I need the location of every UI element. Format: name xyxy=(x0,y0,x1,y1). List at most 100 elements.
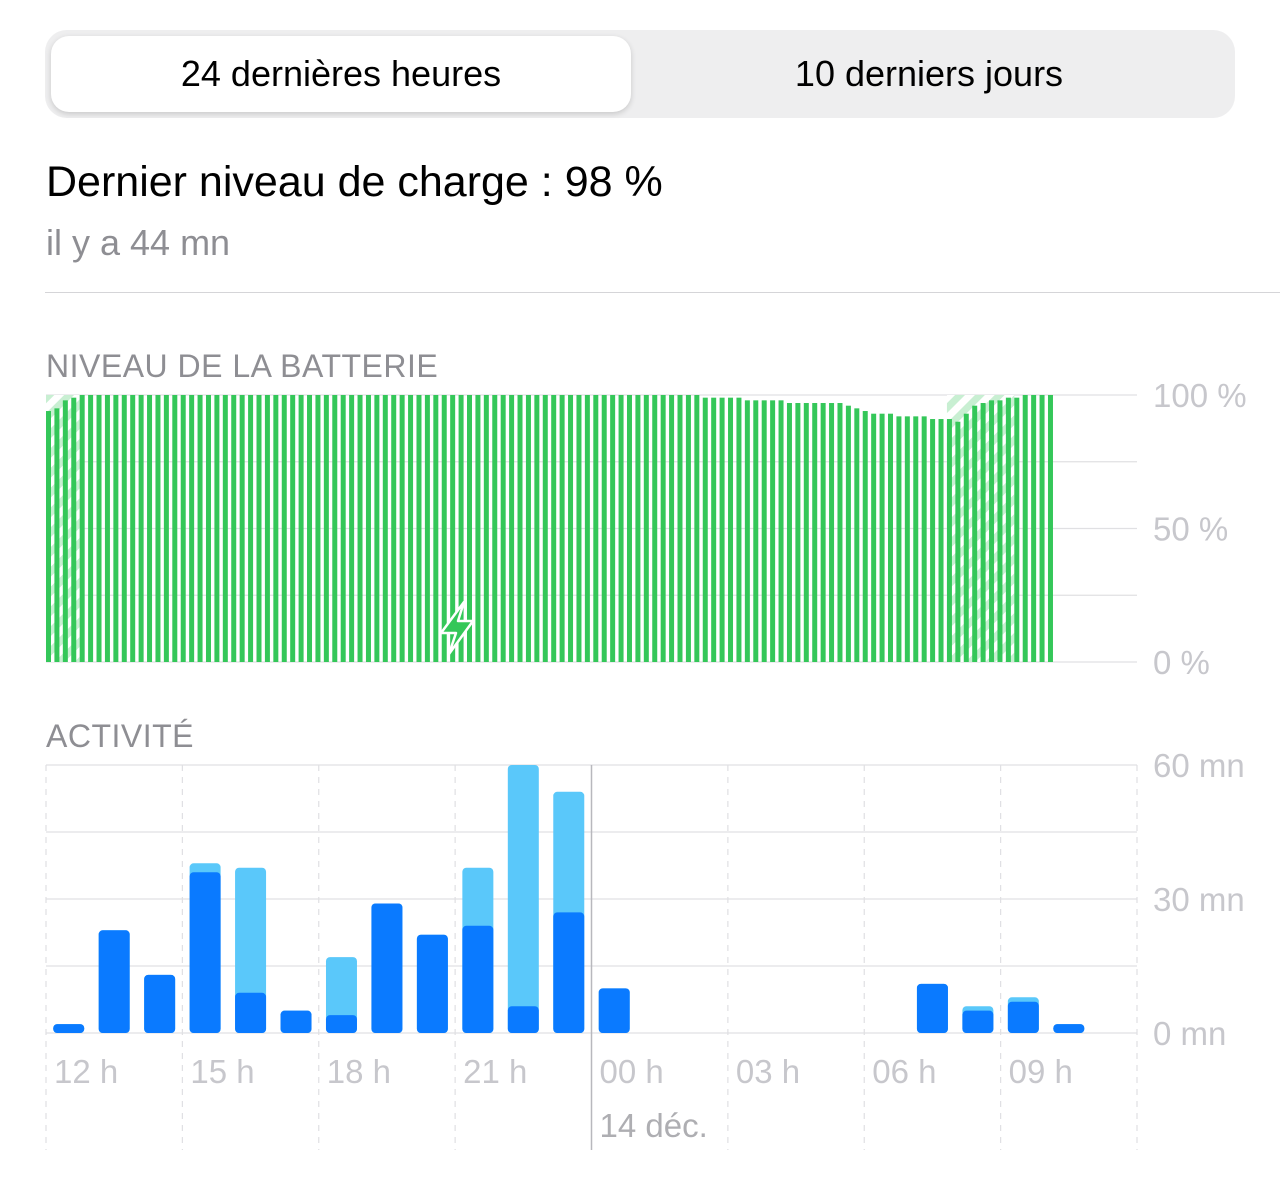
battery-bar xyxy=(921,416,927,662)
battery-bar xyxy=(778,400,784,662)
battery-bar xyxy=(812,403,818,662)
activity-x-tick-label: 09 h xyxy=(1009,1053,1073,1090)
battery-bar xyxy=(357,395,363,662)
battery-bar xyxy=(854,408,860,662)
battery-y-tick-label: 100 % xyxy=(1153,380,1247,414)
battery-bar xyxy=(845,405,851,662)
battery-bar xyxy=(222,395,228,662)
battery-bar xyxy=(467,395,472,662)
battery-bar xyxy=(660,395,666,662)
battery-bar xyxy=(728,397,734,662)
battery-bar xyxy=(492,395,498,662)
battery-bar xyxy=(113,395,119,662)
activity-bar-screen-on xyxy=(416,934,448,1033)
battery-bar xyxy=(323,395,329,662)
battery-bar xyxy=(913,416,919,662)
battery-bar xyxy=(618,395,624,662)
battery-bar xyxy=(694,395,700,662)
battery-bar xyxy=(1005,397,1011,662)
activity-chart-title: ACTIVITÉ xyxy=(46,718,195,754)
activity-x-tick-label: 03 h xyxy=(736,1053,800,1090)
battery-bar xyxy=(711,397,717,662)
activity-bar-screen-on xyxy=(916,983,948,1033)
divider xyxy=(45,292,1280,293)
battery-bar xyxy=(172,395,178,662)
last-charge-level: Dernier niveau de charge : 98 % xyxy=(46,158,663,206)
battery-bar xyxy=(450,395,456,662)
battery-bar xyxy=(517,395,523,662)
activity-chart: 12 h 15 h 18 h 21 h 00 h 03 h 06 h 09 h 14 déc. 6… xyxy=(45,750,1245,1150)
battery-bar xyxy=(365,395,371,662)
activity-date-label: 14 déc. xyxy=(600,1107,708,1144)
battery-bar xyxy=(997,400,1003,662)
activity-bar-screen-on xyxy=(962,1010,994,1033)
battery-bar xyxy=(475,395,481,662)
battery-bar xyxy=(820,403,826,662)
battery-bar xyxy=(248,395,254,662)
battery-level-chart: 100 % 50 % 0 % xyxy=(46,380,1247,680)
activity-bar-screen-on xyxy=(1053,1024,1085,1033)
activity-bar-screen-on xyxy=(462,925,494,1033)
battery-bar xyxy=(551,395,557,662)
battery-bar xyxy=(88,395,94,662)
battery-bar xyxy=(391,395,397,662)
activity-y-tick-label: 0 mn xyxy=(1153,1015,1226,1052)
battery-bar xyxy=(989,400,995,662)
bolt-icon xyxy=(439,600,475,656)
battery-bar xyxy=(559,395,565,662)
battery-bar xyxy=(896,416,902,662)
activity-y-tick-label: 60 mn xyxy=(1153,750,1245,784)
battery-bar xyxy=(231,395,237,662)
activity-bar-screen-on xyxy=(598,988,630,1033)
activity-bar-screen-on xyxy=(280,1010,312,1033)
battery-bar xyxy=(744,400,750,662)
battery-bar xyxy=(264,395,270,662)
battery-bar xyxy=(62,400,68,662)
battery-bar xyxy=(761,400,767,662)
battery-bar xyxy=(79,395,85,662)
battery-bar xyxy=(458,395,464,662)
battery-bar xyxy=(525,395,531,662)
battery-bar xyxy=(635,395,641,662)
battery-bar xyxy=(837,403,843,662)
battery-bar xyxy=(1031,395,1037,662)
battery-y-tick-label: 0 % xyxy=(1153,644,1210,680)
activity-bar-screen-off xyxy=(507,765,539,1033)
battery-bar xyxy=(483,395,489,662)
battery-bar xyxy=(972,405,978,662)
battery-bar xyxy=(1014,397,1020,662)
battery-bar xyxy=(298,395,304,662)
activity-x-tick-label: 15 h xyxy=(190,1053,254,1090)
battery-bar xyxy=(281,395,287,662)
battery-bar xyxy=(433,395,439,662)
tab-last-10-days[interactable]: 10 derniers jours xyxy=(794,53,1064,94)
activity-x-tick-label: 21 h xyxy=(463,1053,527,1090)
activity-x-tick-label: 18 h xyxy=(327,1053,391,1090)
battery-bar xyxy=(795,403,801,662)
battery-bar xyxy=(315,395,321,662)
battery-bar xyxy=(719,397,725,662)
battery-bar xyxy=(509,395,515,662)
activity-x-tick-label: 00 h xyxy=(600,1053,664,1090)
battery-bar xyxy=(601,395,607,662)
activity-bar-screen-off xyxy=(325,957,357,1033)
activity-bar-screen-on xyxy=(235,992,267,1033)
battery-bar xyxy=(879,413,885,662)
battery-bar xyxy=(147,395,153,662)
battery-bar xyxy=(340,395,346,662)
activity-bar-screen-on xyxy=(53,1024,85,1033)
battery-bar xyxy=(786,403,792,662)
battery-bar xyxy=(500,395,506,662)
battery-chart-title: NIVEAU DE LA BATTERIE xyxy=(46,348,439,384)
battery-bar xyxy=(568,395,574,662)
battery-bar xyxy=(307,395,313,662)
battery-bar xyxy=(349,395,355,662)
battery-bar xyxy=(54,408,60,662)
battery-bar xyxy=(214,395,220,662)
battery-bar xyxy=(1039,395,1045,662)
battery-bar xyxy=(626,395,632,662)
tab-last-24-hours[interactable]: 24 dernières heures xyxy=(51,36,631,112)
battery-bar xyxy=(1047,395,1053,662)
battery-bar xyxy=(930,419,936,662)
battery-bar xyxy=(138,395,144,662)
